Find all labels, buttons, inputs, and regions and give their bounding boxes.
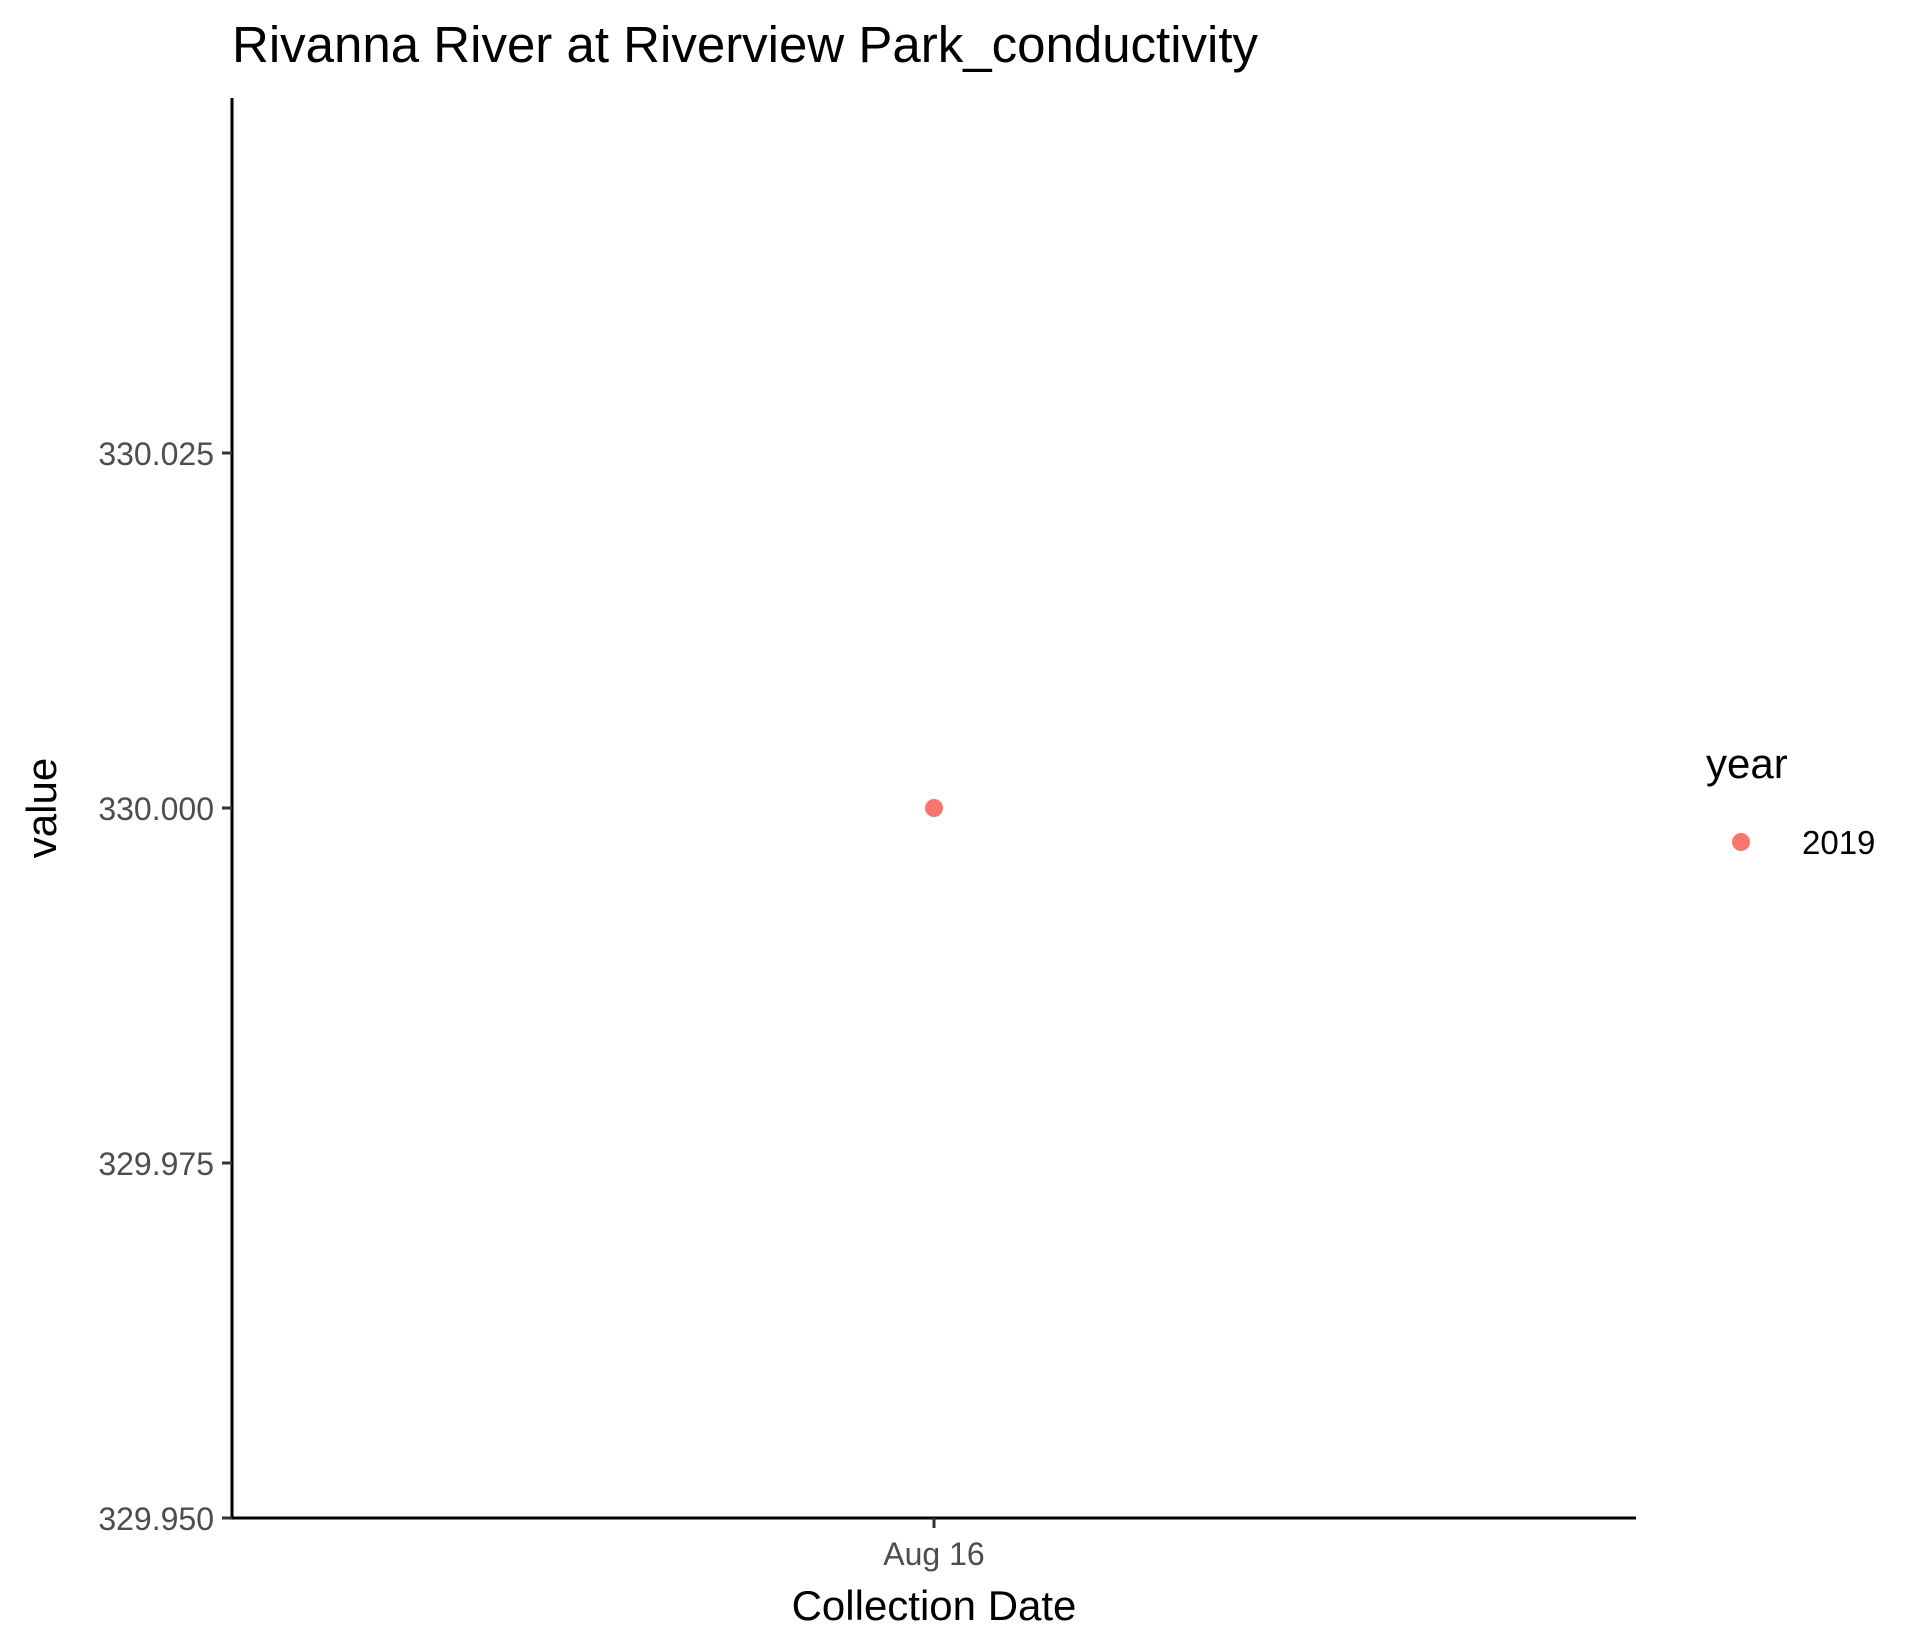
legend: year 2019 — [1706, 740, 1875, 861]
y-axis-ticks: 329.950 329.975 330.000 330.025 — [98, 436, 232, 1537]
data-points — [925, 799, 943, 817]
legend-swatch-2019 — [1732, 833, 1750, 851]
y-axis-title: value — [18, 758, 65, 858]
y-tick-label: 330.025 — [98, 436, 214, 472]
legend-label-2019: 2019 — [1802, 824, 1875, 861]
y-tick-label: 329.950 — [98, 1501, 214, 1537]
x-axis-title: Collection Date — [792, 1582, 1077, 1629]
y-tick-label: 330.000 — [98, 791, 214, 827]
chart-title: Rivanna River at Riverview Park_conducti… — [232, 16, 1259, 73]
legend-title: year — [1706, 740, 1788, 787]
y-tick-label: 329.975 — [98, 1146, 214, 1182]
x-tick-label: Aug 16 — [883, 1536, 984, 1572]
data-point-2019 — [925, 799, 943, 817]
x-axis-ticks: Aug 16 — [883, 1518, 985, 1572]
